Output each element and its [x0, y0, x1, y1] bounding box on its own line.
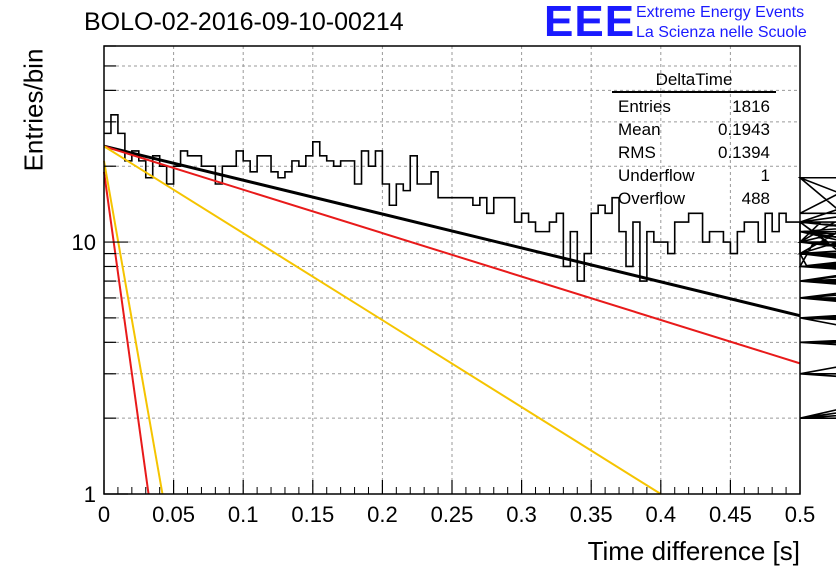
- stats-row-rms: RMS 0.1394: [612, 141, 776, 164]
- x-tick-label: 0.1: [228, 502, 259, 527]
- x-tick-label: 0.05: [152, 502, 195, 527]
- stats-title: DeltaTime: [655, 70, 733, 89]
- stats-value: 0.1394: [718, 143, 770, 162]
- x-tick-label: 0: [98, 502, 110, 527]
- stats-row-entries: Entries 1816: [612, 95, 776, 118]
- fit-line-3: [103, 145, 662, 495]
- x-tick-label: 0.45: [709, 502, 752, 527]
- stats-label: Mean: [618, 120, 661, 139]
- stats-value: 1816: [732, 97, 770, 116]
- stats-row-overflow: Overflow 488: [612, 187, 776, 210]
- stats-label: Overflow: [618, 189, 686, 208]
- stats-value: 1: [760, 166, 770, 185]
- y-tick-label: 10: [72, 230, 96, 255]
- x-tick-label: 0.5: [785, 502, 816, 527]
- x-tick-label: 0.25: [431, 502, 474, 527]
- fit-line-1: [103, 144, 801, 318]
- fit-lines: [103, 144, 801, 495]
- y-tick-label: 1: [84, 482, 96, 507]
- fit-line-2: [103, 145, 801, 365]
- chart-title: BOLO-02-2016-09-10-00214: [84, 8, 404, 36]
- histogram-outline: [104, 113, 836, 419]
- axes: 0 0.05 0.1 0.15 0.2 0.25 0.3 0.35 0.4 0.45 0.5 1 10: [72, 45, 816, 527]
- x-tick-label: 0.15: [291, 502, 334, 527]
- x-tick-label: 0.3: [506, 502, 537, 527]
- logo-line-1: Extreme Energy Events: [636, 4, 805, 21]
- logo-line-2: La Scienza nelle Scuole: [636, 24, 807, 41]
- x-tick-label: 0.35: [570, 502, 613, 527]
- eee-logo: EEE Extreme Energy Events La Scienza nel…: [544, 0, 834, 46]
- eee-logo-mark: EEE: [544, 0, 636, 46]
- stats-value: 488: [741, 189, 770, 208]
- stats-value: 0.1943: [718, 120, 770, 139]
- fit-line-5: [103, 160, 164, 495]
- x-tick-label: 0.4: [646, 502, 677, 527]
- x-tick-label: 0.2: [367, 502, 398, 527]
- grid: [104, 45, 800, 494]
- stats-row-mean: Mean 0.1943: [612, 118, 776, 141]
- stats-row-underflow: Underflow 1: [612, 164, 776, 187]
- stats-box: DeltaTime Entries 1816 Mean 0.1943 RMS 0…: [612, 70, 776, 210]
- stats-divider: [612, 91, 776, 93]
- y-axis-label: Entries/bin: [18, 48, 49, 172]
- stats-label: Entries: [618, 97, 671, 116]
- x-axis-label: Time difference [s]: [587, 536, 800, 566]
- histogram: [104, 113, 836, 419]
- stats-label: Underflow: [618, 166, 695, 185]
- fit-line-4: [103, 171, 150, 495]
- stats-label: RMS: [618, 143, 656, 162]
